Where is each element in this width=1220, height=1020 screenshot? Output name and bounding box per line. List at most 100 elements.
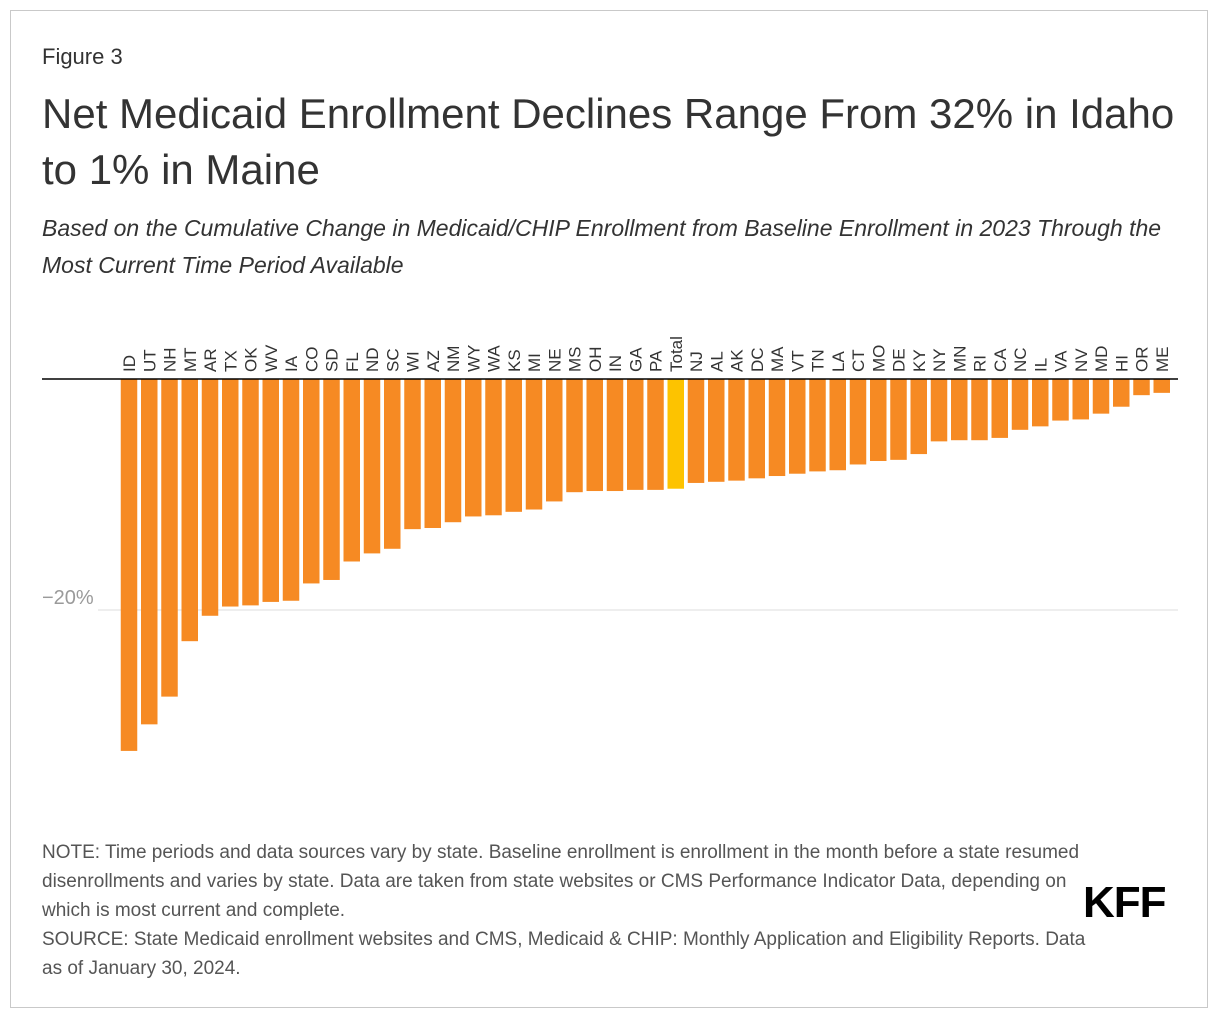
bar-ri bbox=[971, 379, 988, 441]
category-label: RI bbox=[971, 355, 990, 372]
bar-la bbox=[829, 379, 846, 471]
bar-mn bbox=[951, 379, 968, 441]
category-label: WY bbox=[464, 345, 483, 372]
bar-ms bbox=[566, 379, 583, 493]
category-label: TX bbox=[221, 350, 240, 372]
note-text: NOTE: Time periods and data sources vary… bbox=[42, 842, 1080, 921]
bar-nc bbox=[1011, 379, 1029, 430]
category-label: UT bbox=[140, 349, 159, 372]
bar-in bbox=[606, 379, 624, 492]
bar-mt bbox=[181, 379, 198, 642]
bar-sc bbox=[384, 379, 401, 549]
category-label: KS bbox=[505, 349, 524, 372]
category-label: OR bbox=[1133, 347, 1152, 373]
bar-ar bbox=[201, 379, 219, 616]
bar-il bbox=[1032, 379, 1049, 427]
category-label: PA bbox=[647, 350, 666, 372]
y-tick-label: −20% bbox=[42, 587, 94, 609]
category-label: FL bbox=[343, 352, 362, 372]
kff-logo: KFF bbox=[1083, 878, 1167, 927]
category-label: KY bbox=[910, 349, 929, 372]
bar-ca bbox=[991, 379, 1008, 438]
bar-mo bbox=[870, 379, 887, 462]
chart-notes: NOTE: Time periods and data sources vary… bbox=[42, 838, 1087, 983]
category-label: IA bbox=[282, 355, 301, 372]
category-label: OH bbox=[586, 347, 605, 373]
category-label: MA bbox=[768, 346, 787, 372]
bar-ks bbox=[505, 379, 522, 512]
bar-ia bbox=[282, 379, 300, 601]
category-label: WI bbox=[404, 351, 423, 372]
category-label: NE bbox=[545, 348, 564, 372]
bar-id bbox=[120, 379, 138, 751]
bar-sd bbox=[323, 379, 340, 580]
category-label: ME bbox=[1153, 347, 1172, 373]
category-label: TN bbox=[809, 349, 828, 372]
bar-va bbox=[1052, 379, 1069, 421]
bar-nd bbox=[363, 379, 381, 554]
bar-wv bbox=[262, 379, 279, 602]
category-label: MD bbox=[1092, 346, 1111, 372]
category-label: CA bbox=[991, 348, 1010, 372]
category-label: NV bbox=[1072, 348, 1091, 372]
category-label: OK bbox=[242, 347, 261, 372]
bar-nh bbox=[161, 379, 178, 697]
category-label: AZ bbox=[424, 350, 443, 372]
category-label: CO bbox=[302, 347, 321, 373]
category-label: Total bbox=[667, 336, 686, 372]
chart-subtitle: Based on the Cumulative Change in Medica… bbox=[42, 215, 1162, 278]
bar-tn bbox=[809, 379, 826, 472]
category-label: NJ bbox=[687, 351, 706, 372]
category-label: DC bbox=[748, 347, 767, 372]
bar-fl bbox=[343, 379, 360, 562]
bar-ct bbox=[849, 379, 867, 465]
bar-oh bbox=[586, 379, 603, 492]
category-label: SD bbox=[323, 348, 342, 372]
category-label: SC bbox=[383, 348, 402, 372]
bar-mi bbox=[525, 379, 543, 510]
category-label: NY bbox=[930, 348, 949, 372]
category-label: GA bbox=[626, 347, 645, 372]
bar-de bbox=[890, 379, 907, 460]
category-label: MT bbox=[181, 347, 200, 372]
category-label: CT bbox=[849, 349, 868, 372]
category-label: HI bbox=[1112, 355, 1131, 372]
bar-nm bbox=[444, 379, 462, 523]
bar-al bbox=[708, 379, 725, 482]
bar-ok bbox=[242, 379, 259, 606]
category-label: MO bbox=[869, 345, 888, 372]
bar-wi bbox=[404, 379, 421, 530]
bar-ga bbox=[627, 379, 644, 490]
category-label: NM bbox=[444, 346, 463, 372]
bar-ak bbox=[728, 379, 745, 481]
bar-ut bbox=[141, 379, 158, 725]
category-label: IN bbox=[606, 355, 625, 372]
category-label: MN bbox=[950, 346, 969, 372]
chart-title: Net Medicaid Enrollment Declines Range F… bbox=[42, 90, 1175, 193]
bar-me bbox=[1153, 379, 1170, 393]
bar-dc bbox=[748, 379, 765, 479]
category-label: LA bbox=[829, 351, 848, 372]
bar-wy bbox=[465, 379, 482, 517]
bar-md bbox=[1092, 379, 1110, 414]
bar-hi bbox=[1113, 379, 1130, 407]
bar-nv bbox=[1072, 379, 1089, 420]
bar-vt bbox=[789, 379, 806, 474]
bar-ne bbox=[546, 379, 563, 502]
category-label: NH bbox=[161, 347, 180, 372]
category-label: NC bbox=[1011, 347, 1030, 372]
category-label: VA bbox=[1052, 350, 1071, 372]
figure-frame bbox=[10, 10, 1208, 1008]
bar-pa bbox=[647, 379, 664, 490]
category-label: AR bbox=[201, 348, 220, 372]
bar-nj bbox=[687, 379, 705, 483]
category-label: IL bbox=[1031, 358, 1050, 372]
bar-ma bbox=[768, 379, 786, 477]
bar-ky bbox=[910, 379, 927, 455]
category-label: ID bbox=[120, 355, 139, 372]
category-label: VT bbox=[788, 350, 807, 372]
source-text: SOURCE: State Medicaid enrollment websit… bbox=[42, 929, 1086, 979]
category-label: AL bbox=[707, 351, 726, 372]
category-label: ND bbox=[363, 347, 382, 372]
bar-ny bbox=[930, 379, 948, 442]
